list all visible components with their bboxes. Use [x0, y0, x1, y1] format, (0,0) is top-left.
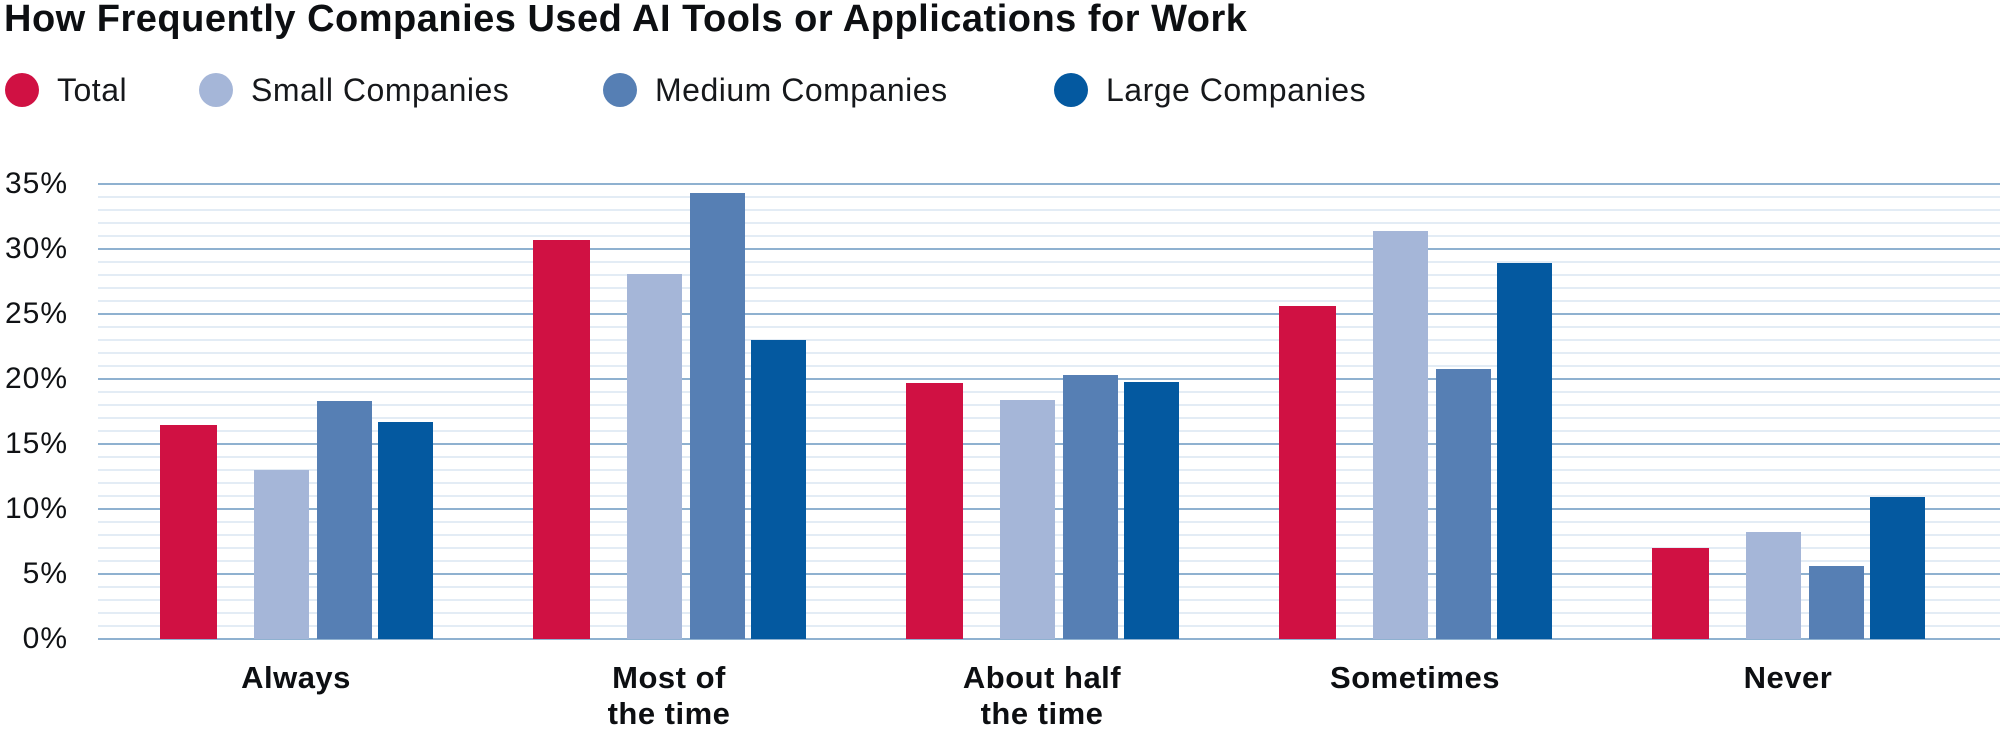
- y-axis-tick-label: 0%: [22, 622, 68, 655]
- bar-large-companies-3: [1123, 381, 1179, 639]
- x-axis-category-label: Always: [241, 660, 351, 695]
- y-axis-tick-label: 20%: [4, 362, 68, 395]
- bar-total-2: [533, 239, 590, 639]
- bar-small-companies-2: [627, 273, 682, 639]
- bar-medium-companies-1: [316, 401, 372, 639]
- y-axis-tick-label: 5%: [22, 557, 68, 590]
- x-axis-category-label: Most of the time: [607, 660, 731, 731]
- x-axis-category-label: Sometimes: [1330, 660, 1500, 695]
- gridline-minor: [98, 365, 2000, 367]
- bar-small-companies-3: [1000, 399, 1055, 639]
- legend-item-small-companies: Small Companies: [199, 72, 509, 108]
- legend: Total Small Companies Medium Companies L…: [0, 0, 2000, 120]
- bar-large-companies-4: [1496, 263, 1552, 639]
- gridline-minor: [98, 391, 2000, 393]
- gridline-minor: [98, 261, 2000, 263]
- y-axis-tick-label: 35%: [4, 167, 68, 200]
- bar-small-companies-5: [1746, 532, 1801, 639]
- gridline-minor: [98, 300, 2000, 302]
- gridline-minor: [98, 326, 2000, 328]
- gridline-major: [98, 183, 2000, 185]
- bar-total-4: [1279, 306, 1336, 639]
- gridline-minor: [98, 287, 2000, 289]
- legend-swatch: [1054, 73, 1088, 107]
- bar-total-1: [160, 424, 217, 639]
- y-axis-tick-label: 25%: [4, 297, 68, 330]
- gridline-major: [98, 313, 2000, 315]
- legend-label: Medium Companies: [655, 71, 948, 108]
- legend-item-medium-companies: Medium Companies: [603, 72, 948, 108]
- legend-label: Small Companies: [251, 71, 510, 108]
- y-axis-tick-label: 30%: [4, 232, 68, 265]
- bar-medium-companies-2: [689, 193, 745, 639]
- x-axis-category-label: About half the time: [962, 660, 1122, 731]
- legend-swatch: [603, 73, 637, 107]
- bar-large-companies-1: [377, 421, 433, 639]
- x-axis-category-label: Never: [1743, 660, 1833, 695]
- legend-label: Total: [57, 71, 128, 108]
- legend-item-total: Total: [5, 72, 127, 108]
- gridline-major: [98, 248, 2000, 250]
- gridline-minor: [98, 196, 2000, 198]
- bar-medium-companies-4: [1435, 368, 1491, 639]
- chart-title: How Frequently Companies Used AI Tools o…: [4, 0, 1248, 40]
- bar-small-companies-4: [1373, 230, 1428, 639]
- bar-total-5: [1652, 548, 1709, 639]
- y-axis-tick-label: 15%: [4, 427, 68, 460]
- legend-swatch: [5, 73, 39, 107]
- bar-large-companies-2: [750, 340, 806, 639]
- legend-item-large-companies: Large Companies: [1054, 72, 1366, 108]
- gridline-minor: [98, 235, 2000, 237]
- legend-swatch: [199, 73, 233, 107]
- gridline-minor: [98, 222, 2000, 224]
- bar-small-companies-1: [254, 470, 309, 639]
- bar-large-companies-5: [1869, 497, 1925, 639]
- y-axis-tick-label: 10%: [4, 492, 68, 525]
- plot-area: [98, 183, 2000, 640]
- gridline-major: [98, 378, 2000, 380]
- gridline-major: [98, 638, 2000, 640]
- bar-total-3: [906, 382, 963, 639]
- gridline-minor: [98, 209, 2000, 211]
- gridline-minor: [98, 352, 2000, 354]
- gridline-minor: [98, 339, 2000, 341]
- bar-medium-companies-3: [1062, 375, 1118, 639]
- bar-medium-companies-5: [1808, 566, 1864, 639]
- legend-label: Large Companies: [1106, 71, 1367, 108]
- gridline-minor: [98, 274, 2000, 276]
